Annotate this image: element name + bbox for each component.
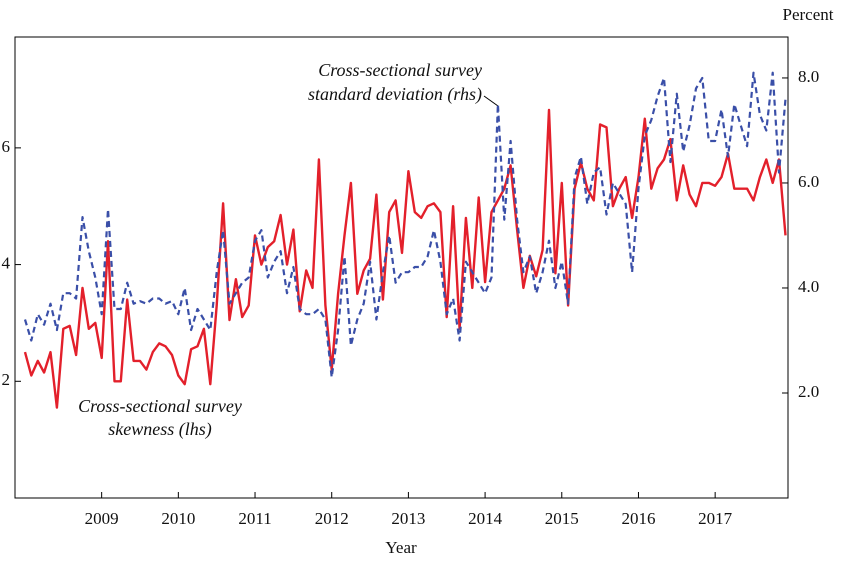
x-tick-label: 2011: [238, 509, 271, 528]
y2-axis-label: Percent: [783, 5, 834, 24]
x-tick-label: 2016: [621, 509, 655, 528]
x-tick-label: 2010: [161, 509, 195, 528]
annotation: Cross-sectional survey: [78, 396, 242, 416]
y-tick-label: 2: [2, 370, 11, 389]
series-line: [23, 71, 787, 379]
x-tick-label: 2009: [85, 509, 119, 528]
y-tick-label: 4: [2, 253, 11, 272]
y-tick-label: 6: [2, 137, 11, 156]
x-axis-label: Year: [385, 538, 417, 557]
y2-tick-label: 2.0: [798, 382, 819, 401]
x-tick-label: 2012: [315, 509, 349, 528]
annotation-leader: [483, 95, 499, 107]
x-tick-label: 2014: [468, 509, 503, 528]
x-tick-label: 2015: [545, 509, 579, 528]
plot-frame: [14, 36, 789, 499]
y2-tick-label: 4.0: [798, 277, 819, 296]
x-tick-label: 2013: [391, 509, 425, 528]
x-tick-label: 2017: [698, 509, 733, 528]
series-line: [23, 108, 787, 409]
annotation: skewness (lhs): [108, 419, 211, 440]
annotation: Cross-sectional survey: [318, 60, 482, 80]
annotation: standard deviation (rhs): [308, 84, 482, 105]
y2-tick-label: 8.0: [798, 67, 819, 86]
y2-tick-label: 6.0: [798, 172, 819, 191]
